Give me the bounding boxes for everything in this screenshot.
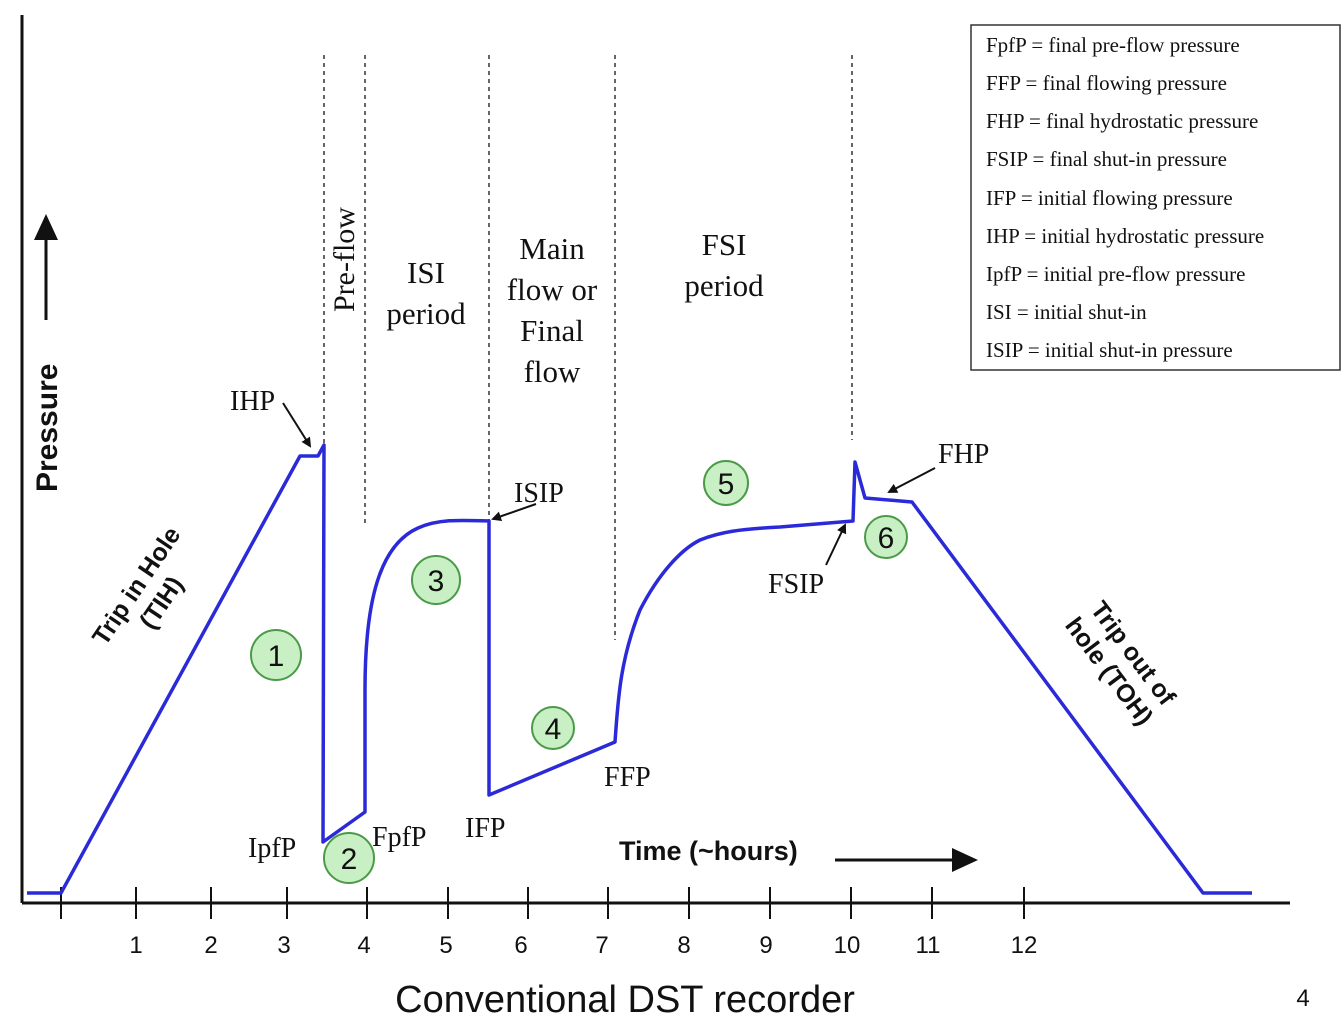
toh-label: Trip out of hole (TOH) bbox=[1059, 596, 1181, 731]
badge-2: 2 bbox=[323, 832, 375, 884]
badge-3: 3 bbox=[411, 555, 461, 605]
period-main-line-1: Main bbox=[519, 231, 585, 266]
badge-3-number: 3 bbox=[428, 565, 445, 598]
pointer-ihp bbox=[282, 402, 312, 448]
period-main-line-2: flow or bbox=[507, 272, 598, 307]
pointer-fhp bbox=[887, 467, 936, 493]
period-isi-line-2: period bbox=[386, 296, 466, 331]
label-ffp: FFP bbox=[604, 762, 651, 793]
period-isi-label: ISI period bbox=[386, 255, 466, 331]
legend-item: FHP = final hydrostatic pressure bbox=[986, 109, 1258, 133]
legend-item: IpfP = initial pre-flow pressure bbox=[986, 262, 1246, 286]
label-ihp: IHP bbox=[230, 386, 275, 417]
badge-4-number: 4 bbox=[545, 713, 562, 746]
tick-label-1: 1 bbox=[129, 932, 142, 959]
legend-item: ISI = initial shut-in bbox=[986, 300, 1147, 324]
pointer-arrows bbox=[282, 402, 936, 566]
badge-4: 4 bbox=[531, 706, 575, 750]
period-fsi-line-2: period bbox=[684, 268, 764, 303]
page-number: 4 bbox=[1296, 985, 1309, 1012]
label-ipfp: IpfP bbox=[248, 833, 296, 864]
period-isi-line-1: ISI bbox=[407, 255, 445, 290]
pressure-curve bbox=[27, 443, 1252, 895]
tick-label-10: 10 bbox=[834, 932, 861, 959]
badge-6-number: 6 bbox=[878, 522, 895, 555]
x-axis-label: Time (~hours) bbox=[619, 836, 798, 866]
tick-label-5: 5 bbox=[439, 932, 452, 959]
legend-item: ISIP = initial shut-in pressure bbox=[986, 338, 1233, 362]
label-ifp: IFP bbox=[465, 813, 505, 844]
tick-label-7: 7 bbox=[595, 932, 608, 959]
badge-5: 5 bbox=[703, 460, 749, 506]
label-fhp: FHP bbox=[938, 439, 989, 470]
tih-label: Trip in Hole (TIH) bbox=[87, 522, 189, 651]
tick-label-9: 9 bbox=[759, 932, 772, 959]
x-ticks bbox=[60, 887, 1025, 919]
tick-label-11: 11 bbox=[916, 932, 941, 959]
period-main-line-4: flow bbox=[524, 354, 581, 389]
y-axis-arrow bbox=[34, 214, 58, 320]
tick-label-12: 12 bbox=[1011, 932, 1038, 959]
badge-2-number: 2 bbox=[341, 843, 358, 876]
label-isip: ISIP bbox=[514, 478, 564, 509]
tick-label-4: 4 bbox=[357, 932, 370, 959]
time-arrow bbox=[835, 848, 978, 872]
period-preflow-label: Pre-flow bbox=[328, 207, 361, 312]
period-main-label: Main flow or Final flow bbox=[507, 231, 598, 389]
legend-item: FpfP = final pre-flow pressure bbox=[986, 33, 1240, 57]
legend: FpfP = final pre-flow pressure FFP = fin… bbox=[970, 24, 1341, 371]
badge-1: 1 bbox=[250, 629, 302, 681]
badge-5-number: 5 bbox=[718, 468, 735, 501]
tick-label-6: 6 bbox=[514, 932, 527, 959]
legend-item: FFP = final flowing pressure bbox=[986, 71, 1227, 95]
label-fpfp: FpfP bbox=[372, 822, 426, 853]
period-fsi-line-1: FSI bbox=[702, 227, 747, 262]
badge-1-number: 1 bbox=[268, 640, 285, 673]
label-fsip: FSIP bbox=[768, 569, 824, 600]
tick-label-8: 8 bbox=[677, 932, 690, 959]
legend-item: IFP = initial flowing pressure bbox=[986, 186, 1233, 210]
caption: Conventional DST recorder bbox=[395, 979, 855, 1020]
pointer-isip bbox=[491, 503, 537, 522]
period-main-line-3: Final bbox=[520, 313, 584, 348]
badge-6: 6 bbox=[864, 515, 908, 559]
y-axis-label: Pressure bbox=[31, 364, 64, 492]
pointer-fsip bbox=[825, 523, 847, 566]
legend-box bbox=[970, 24, 1341, 371]
period-separators bbox=[323, 55, 853, 640]
period-fsi-label: FSI period bbox=[684, 227, 764, 303]
legend-item: FSIP = final shut-in pressure bbox=[986, 147, 1227, 171]
tick-label-3: 3 bbox=[277, 932, 290, 959]
tick-label-2: 2 bbox=[204, 932, 217, 959]
legend-item: IHP = initial hydrostatic pressure bbox=[986, 224, 1264, 248]
